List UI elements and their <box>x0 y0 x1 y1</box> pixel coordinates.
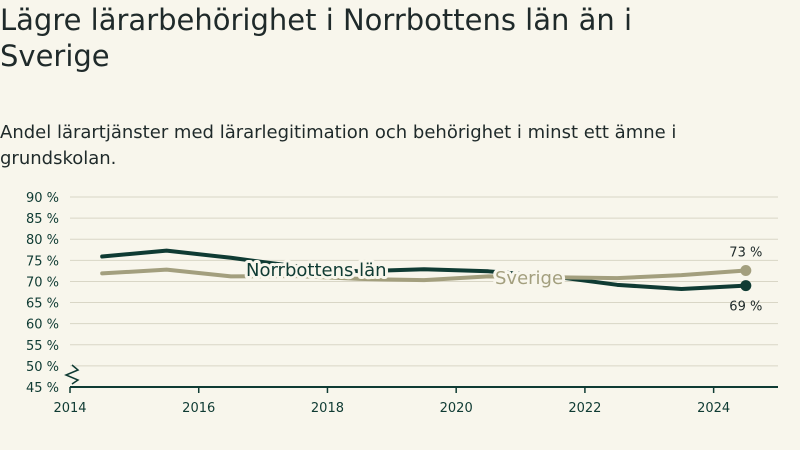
norrbotten-end-label: 69 % <box>729 300 762 315</box>
x-tick-label: 2014 <box>53 401 86 416</box>
line-chart: 45 % 50 % 55 % 60 % 65 % 70 % 75 % 80 % 85 % 90 %… <box>26 191 778 416</box>
sverige-series-label: Sverige <box>495 268 563 289</box>
x-tick-label: 2022 <box>568 401 601 416</box>
x-tick-label: 2016 <box>182 401 215 416</box>
norrbotten-end-point <box>740 280 752 292</box>
y-tick-label: 55 % <box>26 339 59 354</box>
sverige-end-label: 73 % <box>729 245 762 260</box>
y-tick-label: 65 % <box>26 297 59 312</box>
axis-break-icon <box>64 364 80 385</box>
chart-subtitle: Andel lärartjänster med lärarlegitimatio… <box>0 122 677 169</box>
norrbotten-line <box>100 248 748 292</box>
sverige-end-point <box>740 264 752 276</box>
y-axis-ticks: 45 % 50 % 55 % 60 % 65 % 70 % 75 % 80 % 85 % 90 % <box>26 191 80 396</box>
x-tick-label: 2020 <box>440 401 473 416</box>
chart-title: Lägre lärarbehörighet i Norrbottens län … <box>0 3 633 73</box>
y-tick-label: 75 % <box>26 254 59 269</box>
y-tick-label: 45 % <box>26 381 59 396</box>
series-labels: Norrbottens län Sverige 69 % 73 % <box>243 245 762 315</box>
y-tick-label: 90 % <box>26 191 59 206</box>
x-axis: 2014 2016 2018 2020 2022 2024 <box>53 386 778 416</box>
x-tick-label: 2024 <box>697 401 730 416</box>
y-tick-label: 85 % <box>26 212 59 227</box>
sverige-line <box>100 267 748 283</box>
y-tick-label: 50 % <box>26 360 59 375</box>
y-tick-label: 70 % <box>26 275 59 290</box>
y-tick-label: 80 % <box>26 233 59 248</box>
x-tick-label: 2018 <box>311 401 344 416</box>
series-lines <box>100 248 752 292</box>
y-tick-label: 60 % <box>26 318 59 333</box>
norrbotten-series-label: Norrbottens län <box>246 260 387 281</box>
